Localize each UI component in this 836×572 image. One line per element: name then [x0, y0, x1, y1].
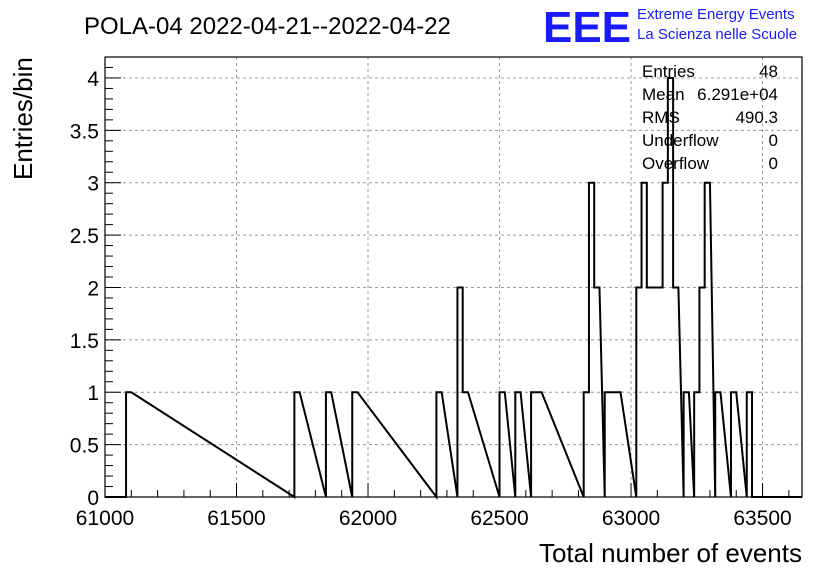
stats-value: 6.291e+04 [697, 85, 778, 104]
x-tick-label: 63500 [733, 507, 791, 530]
y-tick-label: 1.5 [70, 330, 99, 353]
stats-label: Mean [642, 85, 685, 104]
histogram-bin [663, 183, 668, 497]
histogram-bin [747, 392, 752, 497]
histogram-bin [636, 287, 641, 497]
histogram-bin [326, 392, 331, 497]
histogram-bin [352, 392, 357, 497]
y-tick-label: 0 [87, 487, 99, 510]
histogram-bin [657, 287, 662, 497]
histogram-bin [436, 392, 441, 497]
histogram-bin [715, 392, 720, 497]
stats-label: Overflow [642, 154, 710, 173]
logo-line-2: La Scienza nelle Scuole [637, 26, 797, 43]
x-tick-label: 62500 [470, 507, 528, 530]
histogram-bin [705, 183, 710, 497]
stats-value: 490.3 [735, 108, 778, 127]
histogram-bin [463, 392, 468, 497]
stats-box: Entries 48 Mean 6.291e+04 RMS 490.3 Underflow 0… [642, 62, 778, 173]
histogram-bin [673, 287, 678, 497]
x-tick-label: 63000 [602, 507, 660, 530]
histogram-bin [731, 392, 736, 497]
histogram-bin [294, 392, 299, 497]
histogram-bin [457, 287, 462, 497]
x-tick-label: 62000 [339, 507, 397, 530]
y-tick-label: 2 [87, 277, 99, 300]
y-tick-label: 3 [87, 173, 99, 196]
x-axis-ticks: 61000 61500 62000 62500 63000 63500 [76, 483, 792, 530]
histogram-bin [652, 287, 657, 497]
histogram-bin [594, 287, 599, 497]
histogram-bin [584, 392, 589, 497]
logo-mark: EEE [543, 3, 631, 52]
stats-value: 0 [769, 154, 778, 173]
eee-logo: EEE Extreme Energy Events La Scienza nel… [543, 3, 797, 52]
x-tick-label: 61500 [207, 507, 265, 530]
histogram-bin [589, 183, 594, 497]
histogram-bin [615, 392, 620, 497]
histogram-bin [642, 183, 647, 497]
y-axis-ticks: 0 0.5 1 1.5 2 2.5 3 3.5 4 [70, 56, 121, 510]
histogram-bin [605, 392, 610, 497]
histogram-bin [536, 392, 541, 497]
histogram-bin [610, 392, 615, 497]
stats-label: Entries [642, 62, 695, 81]
stats-label: Underflow [642, 131, 719, 150]
stats-label: RMS [642, 108, 680, 127]
x-tick-label: 61000 [76, 507, 134, 530]
histogram-bin [647, 287, 652, 497]
x-axis-title: Total number of events [539, 538, 802, 568]
histogram-bin [531, 392, 536, 497]
histogram-bin [500, 392, 505, 497]
histogram-bin [684, 392, 689, 497]
histogram-bin [126, 392, 131, 497]
y-tick-label: 2.5 [70, 225, 99, 248]
chart-title: POLA-04 2022-04-21--2022-04-22 [84, 13, 451, 40]
logo-line-1: Extreme Energy Events [637, 6, 795, 23]
y-axis-title: Entries/bin [8, 57, 38, 180]
histogram-bin [515, 392, 520, 497]
y-tick-label: 0.5 [70, 435, 99, 458]
histogram-bin [694, 392, 699, 497]
stats-value: 48 [759, 62, 778, 81]
y-tick-label: 1 [87, 382, 99, 405]
stats-value: 0 [769, 131, 778, 150]
histogram-bin [699, 287, 704, 497]
y-tick-label: 3.5 [70, 120, 99, 143]
y-tick-label: 4 [87, 68, 99, 91]
